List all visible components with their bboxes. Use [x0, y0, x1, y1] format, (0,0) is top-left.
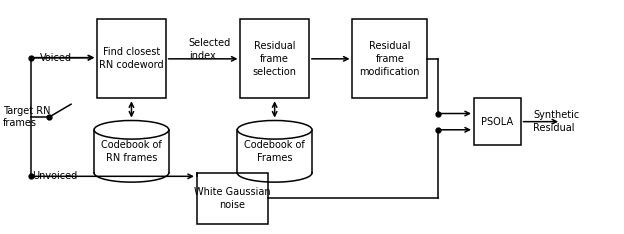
Bar [240, 19, 309, 98]
Text: Find closest
RN codeword: Find closest RN codeword [99, 48, 163, 70]
Text: Synthetic
Residual: Synthetic Residual [533, 110, 579, 133]
Text: Codebook of
Frames: Codebook of Frames [244, 140, 305, 163]
Text: Target RN
frames: Target RN frames [2, 106, 50, 128]
Text: Residual
frame
modification: Residual frame modification [359, 41, 420, 77]
Text: Selected
index: Selected index [188, 38, 231, 61]
Text: Unvoiced: Unvoiced [32, 171, 77, 181]
Ellipse shape [237, 121, 312, 139]
Text: Voiced: Voiced [40, 53, 72, 63]
Text: PSOLA: PSOLA [481, 117, 514, 127]
Bar [197, 173, 268, 224]
Text: Residual
frame
selection: Residual frame selection [253, 41, 296, 77]
Ellipse shape [94, 121, 169, 139]
Bar [237, 130, 312, 173]
Bar [97, 19, 166, 98]
Text: White Gaussian
noise: White Gaussian noise [194, 187, 271, 210]
Bar [94, 130, 169, 173]
Bar [353, 19, 427, 98]
Text: Codebook of
RN frames: Codebook of RN frames [101, 140, 162, 163]
Bar [474, 98, 520, 145]
